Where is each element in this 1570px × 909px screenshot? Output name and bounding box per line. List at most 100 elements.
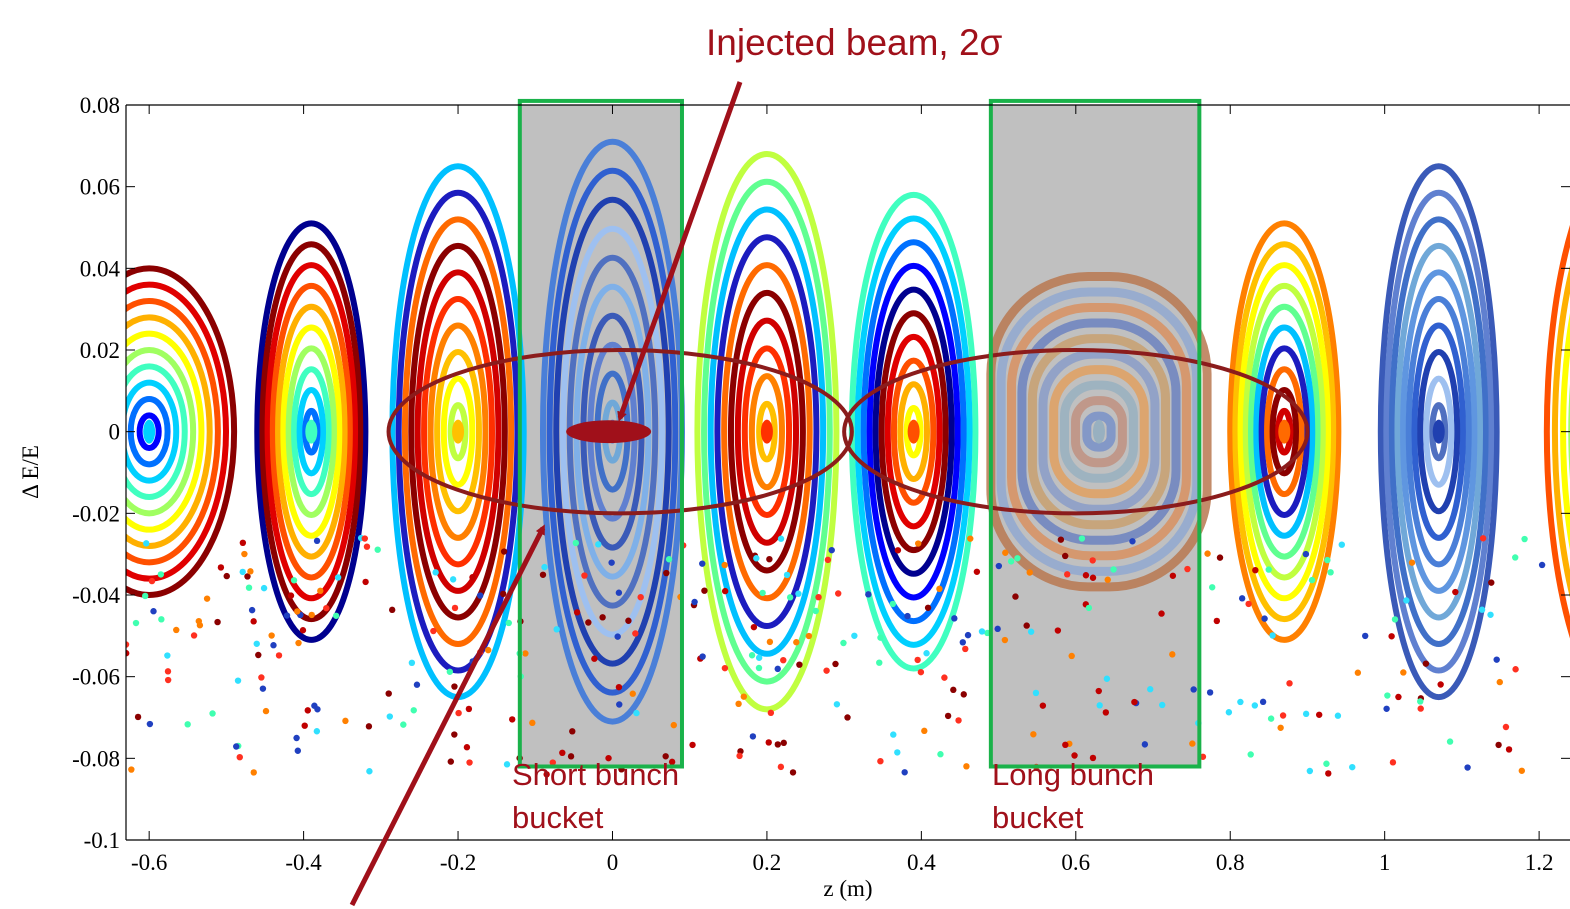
particle [780, 656, 787, 664]
particle [1064, 571, 1071, 578]
injected-beam-arrow [617, 81, 743, 422]
particle [270, 642, 277, 649]
particle [203, 595, 211, 602]
orbit-center [1432, 419, 1445, 444]
particle [295, 639, 302, 647]
particle [1026, 569, 1033, 576]
phase-orbit [1017, 318, 1181, 545]
particle [774, 741, 781, 748]
particle [539, 571, 547, 578]
particle [485, 646, 492, 654]
particle [543, 771, 550, 778]
particle [529, 719, 536, 727]
particle [766, 638, 774, 646]
particle [1325, 770, 1332, 777]
particle [410, 707, 417, 714]
particle [1030, 731, 1037, 738]
phase-orbit [1423, 375, 1455, 488]
particle [924, 604, 932, 611]
particle [1061, 552, 1069, 560]
particle [549, 759, 556, 766]
x-axis-label: z (m) [823, 876, 872, 901]
particle [1323, 760, 1330, 767]
particle [184, 721, 191, 728]
particle [1389, 759, 1397, 766]
particle [126, 641, 130, 648]
phase-space-orbits [126, 138, 1570, 725]
phase-orbit [1417, 349, 1461, 515]
particle [386, 713, 394, 720]
particle [894, 547, 902, 554]
phase-orbit [1027, 334, 1171, 530]
particle [334, 574, 342, 581]
particle [917, 668, 925, 676]
particle [559, 749, 566, 757]
particle [313, 728, 321, 735]
phase-orbit [741, 345, 793, 518]
particle [509, 716, 516, 723]
particle [1184, 565, 1191, 573]
particle [1496, 678, 1503, 686]
particle [260, 584, 268, 592]
phase-orbit [996, 287, 1202, 576]
particle [1422, 660, 1430, 667]
particle [832, 660, 839, 668]
particle [233, 743, 240, 750]
y-tick-label: 0.08 [80, 93, 120, 118]
particle [1302, 710, 1310, 718]
particle [1190, 686, 1197, 693]
particle [308, 611, 315, 619]
particle [1538, 561, 1546, 569]
particle [1032, 689, 1040, 697]
phase-orbit [264, 262, 359, 602]
particle [833, 701, 841, 708]
particle [994, 625, 1001, 633]
particle [1082, 572, 1090, 579]
long-bucket-beam-ellipse [842, 348, 1310, 516]
particle [313, 537, 321, 545]
x-tick-label: 1 [1379, 850, 1391, 875]
particle [721, 664, 729, 672]
particle [1334, 712, 1342, 719]
x-tick-label: -0.6 [131, 850, 167, 875]
particle [964, 631, 972, 639]
particle [236, 753, 243, 761]
short-bunch-bucket-box [517, 98, 684, 769]
particle [342, 717, 349, 725]
particle [476, 592, 484, 599]
particle [1286, 680, 1293, 687]
particle [936, 585, 943, 593]
phase-orbit [126, 379, 180, 484]
y-tick-label: 0.02 [80, 338, 120, 363]
particle [150, 608, 157, 615]
orbit-center [1278, 419, 1291, 444]
particle [1464, 764, 1471, 771]
particle [608, 559, 615, 566]
particle [1110, 566, 1117, 573]
particle [812, 607, 819, 615]
long-bunch-label-line1: Long bunch [992, 757, 1154, 792]
particle [250, 618, 257, 625]
particle [699, 653, 706, 660]
y-tick-label: 0.06 [80, 175, 120, 200]
particle [1452, 588, 1459, 596]
particle [750, 623, 758, 631]
particle [665, 556, 673, 563]
particle [1027, 628, 1035, 635]
particle [1078, 535, 1086, 542]
particle [1495, 741, 1502, 749]
particle [1512, 554, 1519, 561]
phase-orbit [126, 363, 188, 500]
particle [1169, 572, 1177, 579]
y-tick-label: 0 [109, 420, 121, 445]
particle [614, 633, 621, 640]
phase-orbit [259, 241, 364, 623]
particle [1085, 604, 1093, 612]
particle [629, 690, 636, 697]
particle [195, 617, 203, 625]
particle [615, 683, 623, 691]
particle [465, 705, 473, 713]
particle [132, 619, 140, 627]
particle [1102, 709, 1110, 716]
